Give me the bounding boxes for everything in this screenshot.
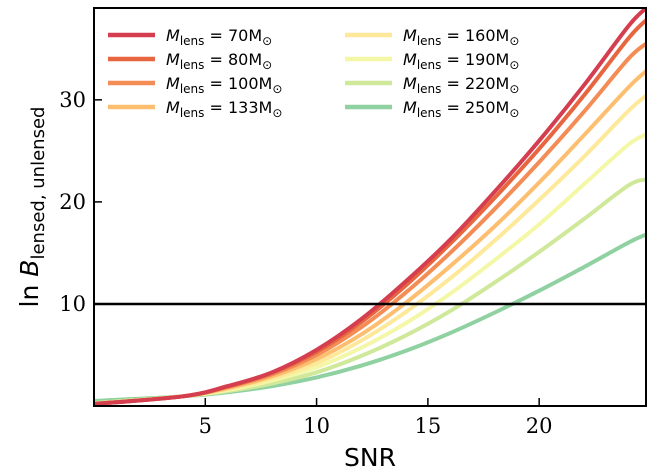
legend-entry-5: Mlens = 190M⊙ [345, 50, 519, 72]
legend-entry-2: Mlens = 100M⊙ [108, 74, 282, 96]
plot-frame [93, 7, 647, 407]
y-tick-label-1: 20 [59, 190, 86, 214]
legend-label-0: Mlens = 70M⊙ [166, 26, 272, 48]
legend-label-3: Mlens = 133M⊙ [166, 98, 282, 120]
y-tick-label-2: 30 [59, 88, 86, 112]
legend-label-1: Mlens = 80M⊙ [166, 50, 272, 72]
x-tick-label-0: 5 [199, 414, 212, 438]
series-line-4 [94, 93, 646, 406]
legend-label-6: Mlens = 220M⊙ [403, 74, 519, 96]
x-tick-label-3: 20 [526, 414, 553, 438]
legend: Mlens = 70M⊙Mlens = 80M⊙Mlens = 100M⊙Mle… [108, 26, 519, 120]
legend-label-4: Mlens = 160M⊙ [403, 26, 519, 48]
legend-entry-4: Mlens = 160M⊙ [345, 26, 519, 48]
x-tick-label-2: 15 [415, 414, 442, 438]
x-axis-label: SNR [344, 443, 396, 472]
legend-entry-3: Mlens = 133M⊙ [108, 98, 282, 120]
legend-entry-7: Mlens = 250M⊙ [345, 98, 519, 120]
legend-label-5: Mlens = 190M⊙ [403, 50, 519, 72]
legend-entry-6: Mlens = 220M⊙ [345, 74, 519, 96]
y-tick-label-0: 10 [59, 292, 86, 316]
y-axis-label: ln Blensed, unlensed [15, 107, 49, 308]
legend-entry-1: Mlens = 80M⊙ [108, 50, 272, 72]
axis-ticks: 5 10 15 20 10 20 30 [59, 88, 552, 438]
legend-label-7: Mlens = 250M⊙ [403, 98, 519, 120]
legend-entry-0: Mlens = 70M⊙ [108, 26, 272, 48]
series-line-6 [94, 177, 646, 405]
x-tick-label-1: 10 [303, 414, 330, 438]
legend-label-2: Mlens = 100M⊙ [166, 74, 282, 96]
series-line-0 [94, 8, 646, 406]
